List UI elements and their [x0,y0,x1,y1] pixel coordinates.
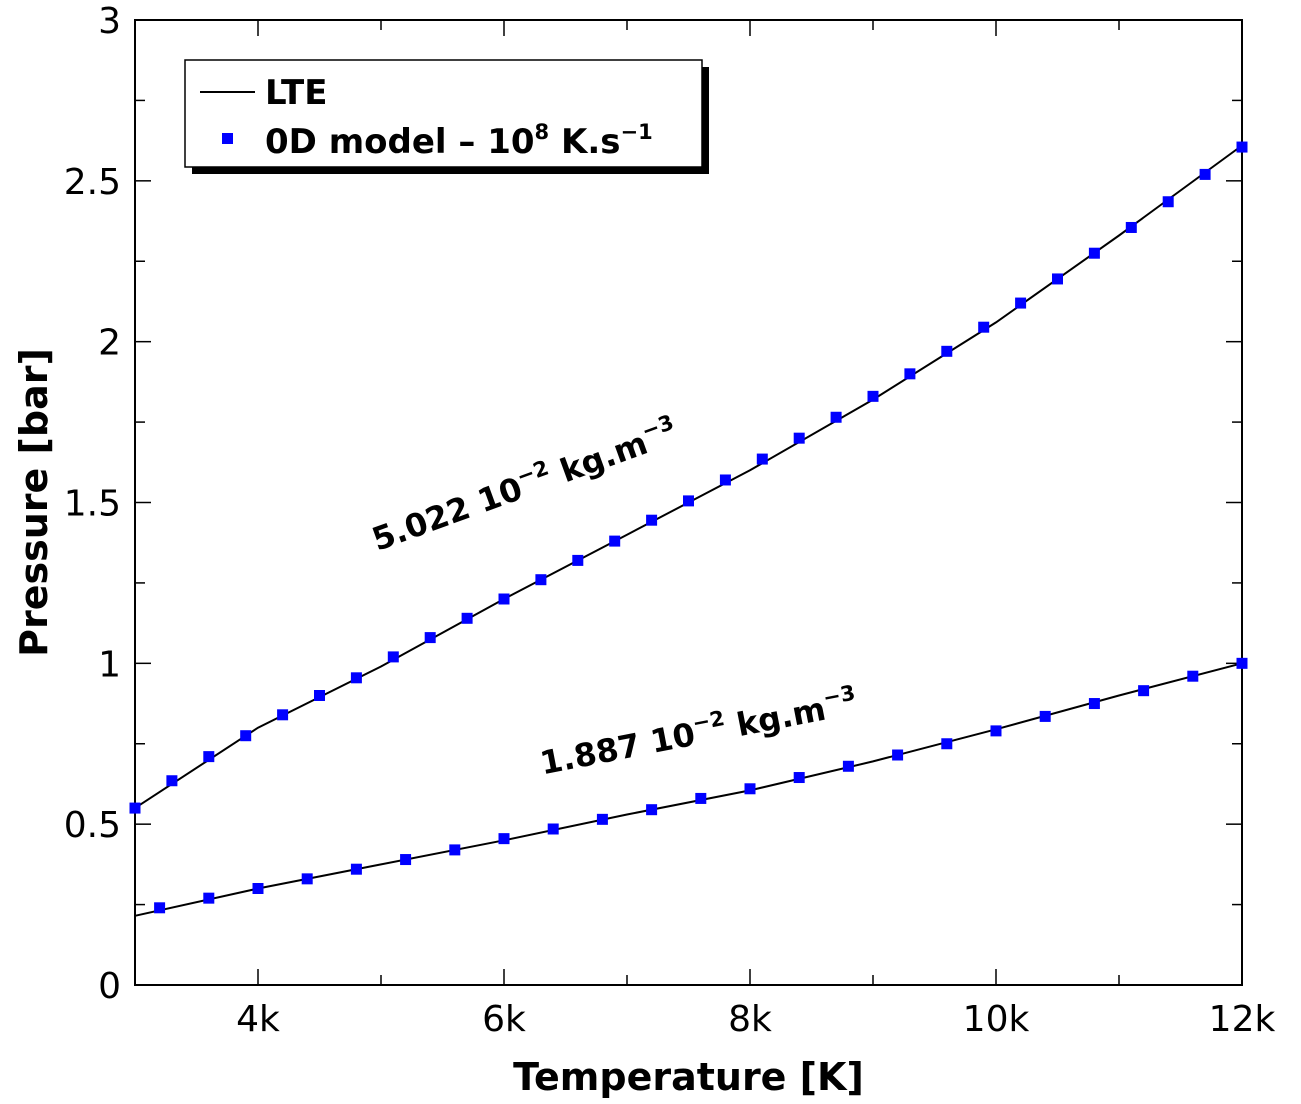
series-line [134,144,1243,809]
series-marker [744,783,756,795]
series-marker [129,802,141,814]
y-tick-label: 2 [98,323,121,364]
series-marker [301,873,313,885]
series-marker [892,749,904,761]
series-marker [1052,273,1063,285]
x-tick-label: 10k [963,999,1030,1040]
x-tick-label: 6k [482,999,526,1040]
series-marker [646,804,658,816]
series-marker [1088,698,1100,710]
series-marker [646,514,658,526]
series-marker [166,775,178,787]
y-tick-label: 0 [98,966,121,1007]
series-marker [793,772,805,784]
series-marker [609,535,621,547]
curve-annotations: 5.022 10−2 kg.m−3 1.887 10−2 kg.m−3 [366,410,860,783]
svg-text:1.887 10−2 kg.m−3: 1.887 10−2 kg.m−3 [536,681,860,783]
ticks [134,19,1243,986]
y-tick-label: 0.5 [64,805,121,846]
series-marker [547,823,559,835]
y-tick-label: 3 [98,1,121,42]
y-tick-label: 1.5 [64,484,121,525]
y-axis-title: Pressure [bar] [12,348,56,657]
series-marker [842,760,854,772]
series-marker [1125,221,1137,233]
series-marker [154,902,166,914]
series-marker [572,554,584,566]
series-marker [240,730,252,742]
series-marker [400,854,412,866]
series-marker [695,792,707,804]
x-tick-label: 8k [728,999,772,1040]
series-marker [461,612,473,624]
series-marker [1187,670,1199,682]
series-marker [990,725,1002,737]
series-marker [756,453,768,465]
x-axis-title: Temperature [K] [513,1055,864,1099]
series-marker [596,813,608,825]
tick-labels: 4k 6k 8k 10k 12k 0 0.5 1 1.5 2 2.5 3 [64,1,1276,1040]
series-marker [867,390,879,402]
series-marker [793,432,805,444]
series-marker [1162,196,1174,208]
y-tick-label: 1 [98,644,121,685]
x-tick-label: 12k [1209,999,1276,1040]
y-tick-label: 2.5 [64,162,121,203]
series-marker [350,863,362,875]
series-marker [904,368,916,380]
series-marker [314,690,325,701]
series-marker [719,474,731,486]
legend-box [184,59,703,168]
series-marker [1039,710,1051,722]
legend-label-lte: LTE [265,73,327,113]
series-marker [830,411,842,423]
series-marker [449,844,461,856]
series-marker [535,574,547,586]
legend-marker-swatch [222,133,233,144]
series-marker [1236,657,1248,669]
series-marker [203,892,215,904]
series-marker [1138,685,1150,697]
series-marker [1199,168,1211,180]
series-marker [1236,141,1248,153]
series-marker [683,495,694,507]
legend: LTE 0D model – 108 K.s−1 [184,59,709,174]
series-marker [424,632,436,644]
legend-label-0d-model: 0D model – 108 K.s−1 [265,120,653,162]
series-marker [203,751,215,763]
series-marker [1088,247,1100,259]
svg-text:5.022 10−2 kg.m−3: 5.022 10−2 kg.m−3 [366,410,683,559]
series-markers [129,141,1248,914]
series-marker [277,709,289,721]
series-marker [252,883,264,894]
series-marker [1015,297,1027,309]
x-tick-label: 4k [236,999,280,1040]
series-line [134,662,1243,917]
series-lines [134,144,1243,917]
series-marker [941,345,953,357]
series-marker [498,593,510,605]
series-marker [978,321,990,333]
series-marker [387,651,399,663]
curve-label: 1.887 10−2 kg.m−3 [536,681,860,783]
series-marker [350,672,362,684]
series-marker [941,738,953,750]
series-marker [498,833,510,845]
curve-label: 5.022 10−2 kg.m−3 [366,410,683,559]
